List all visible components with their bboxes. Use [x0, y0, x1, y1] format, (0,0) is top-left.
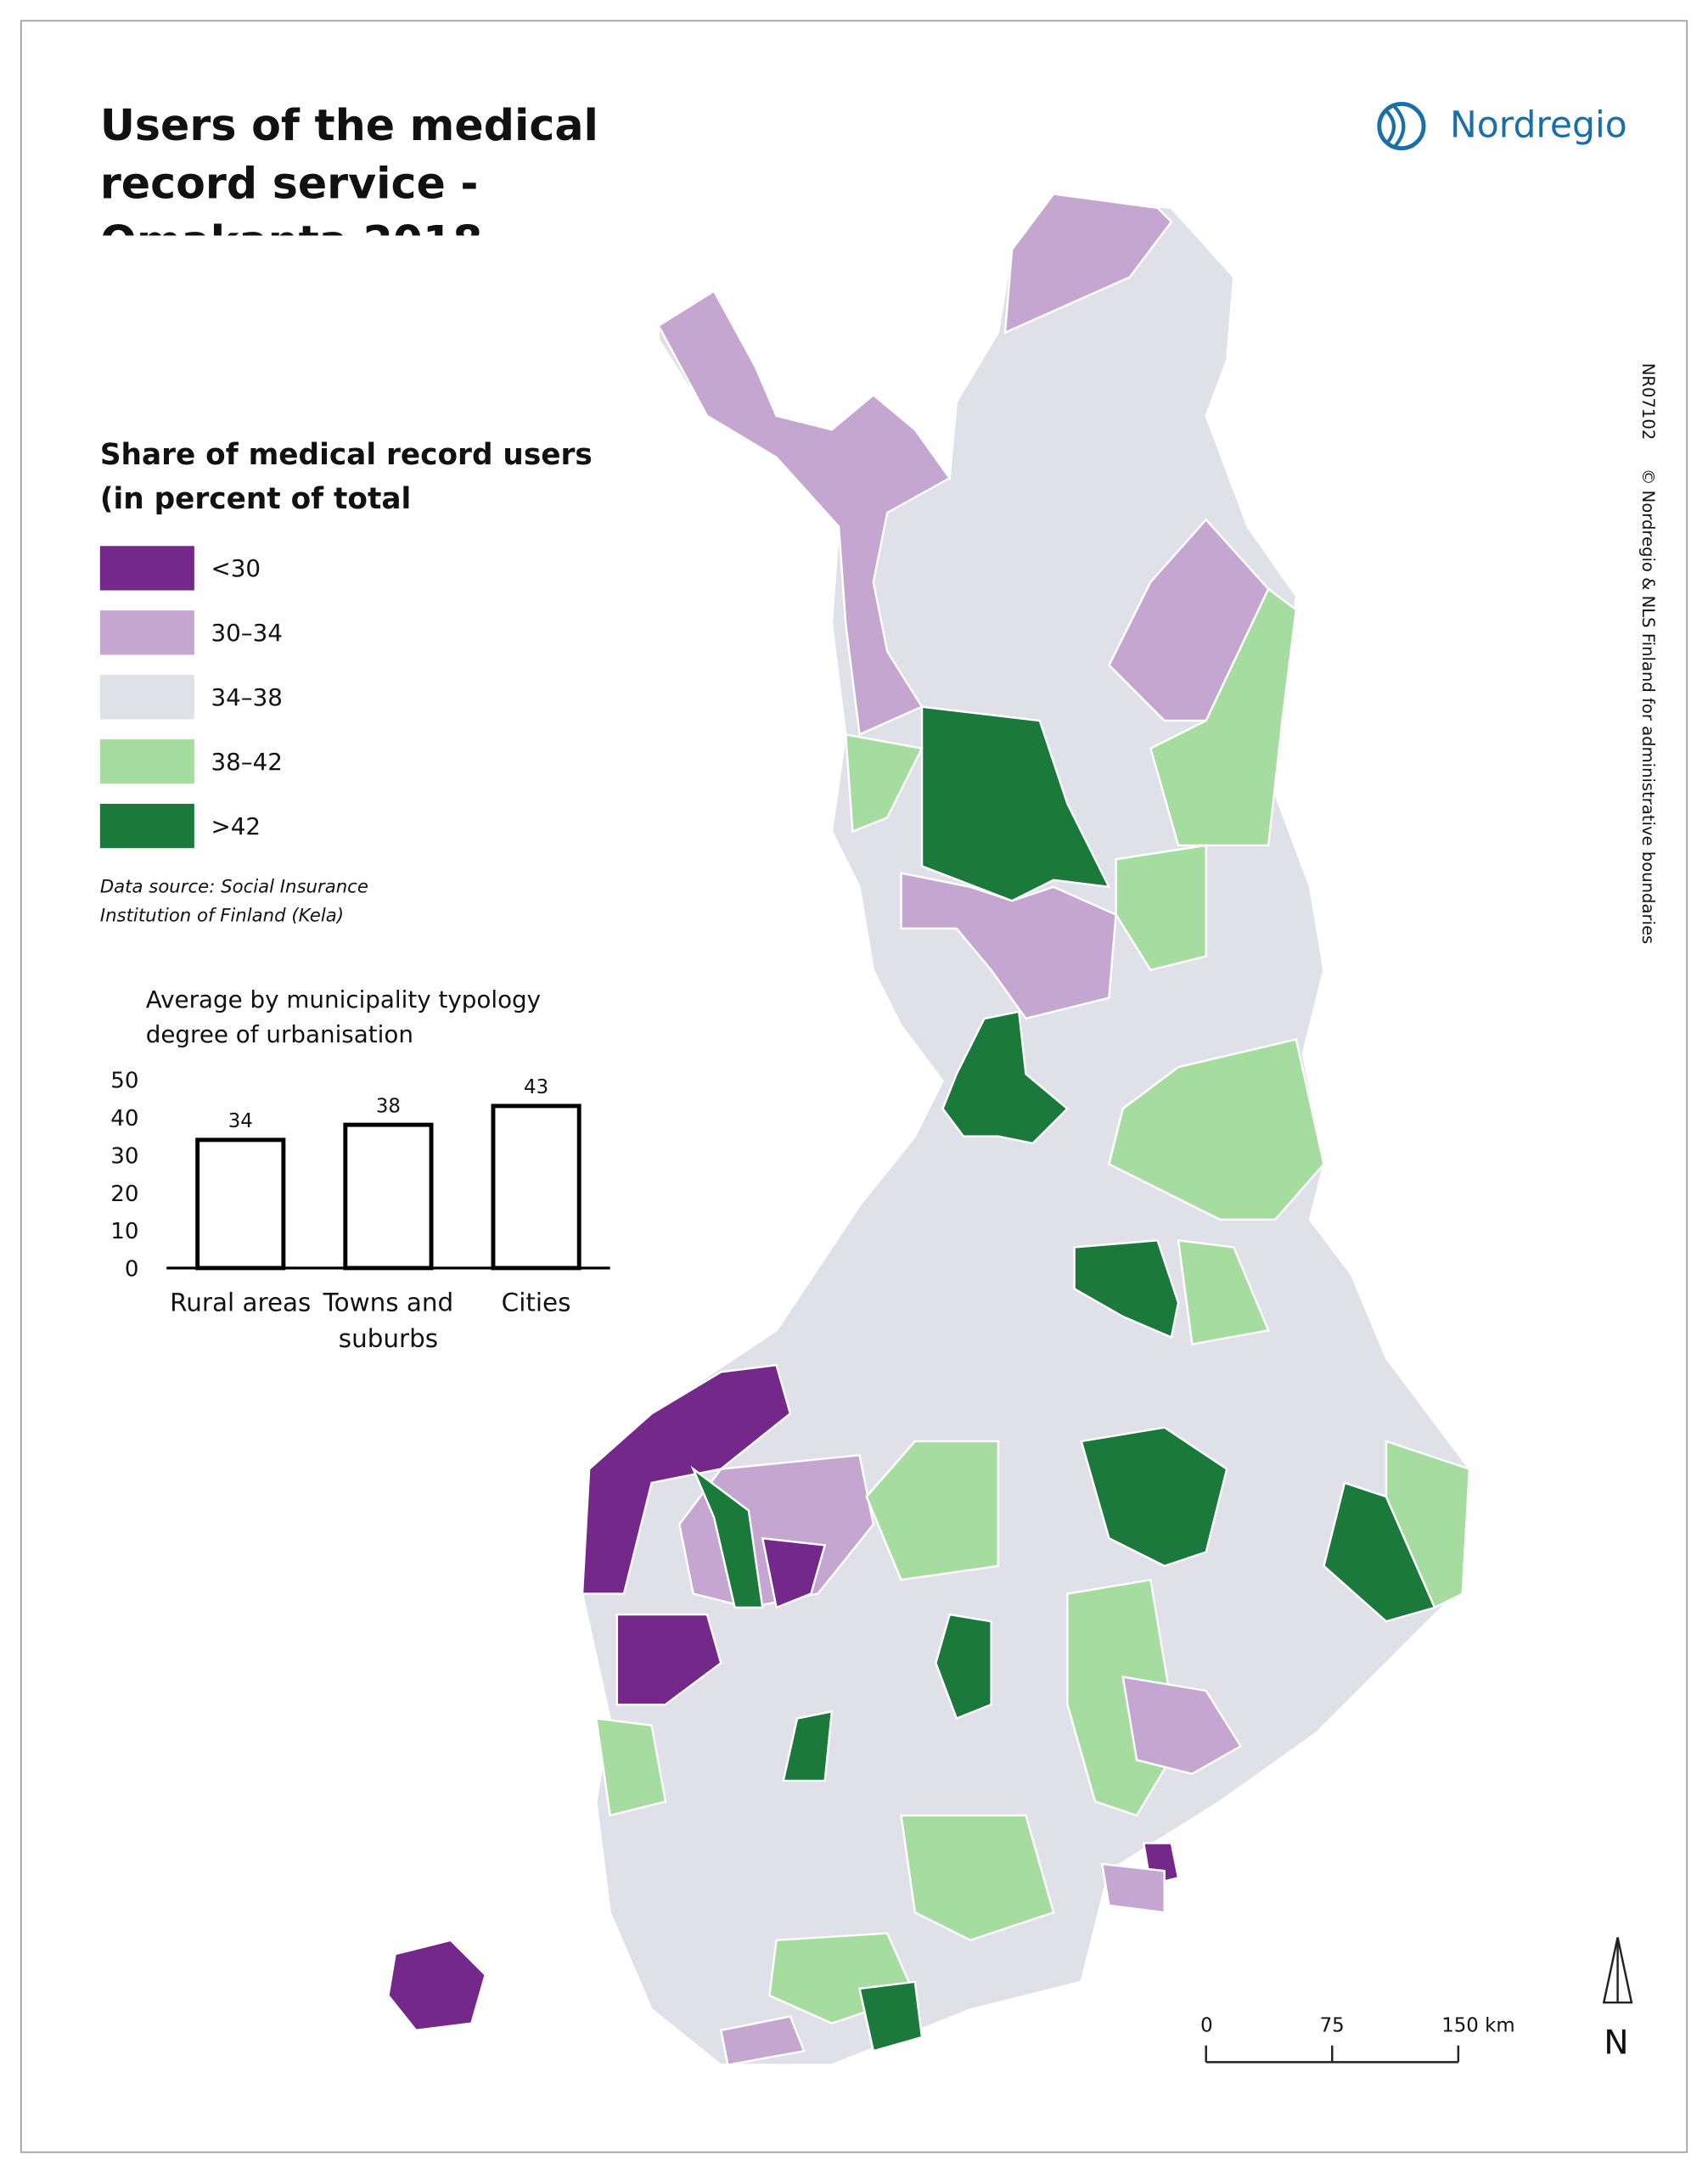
region-30-34: [1121, 1676, 1243, 1776]
title-box: Users of the medical record service - Om…: [99, 101, 598, 235]
legend-label: >42: [211, 812, 261, 840]
value-label: 34: [228, 1110, 253, 1132]
x-tick-label: Rural areas: [170, 1289, 312, 1318]
scale-label: 0: [1200, 2014, 1213, 2036]
legend-label: <30: [211, 554, 261, 582]
region-38-42: [594, 1717, 667, 1817]
chart-title-box: Average by municipality typology degree …: [145, 986, 542, 1049]
legend-label: 34–38: [211, 683, 282, 711]
region-over-42: [782, 1710, 834, 1783]
legend-swatch: [99, 803, 194, 849]
region-38-42: [865, 1440, 1000, 1581]
data-source: Data source: Social Insurance Institutio…: [99, 877, 368, 928]
legend-label: 30–34: [211, 619, 282, 647]
legend-swatch: [99, 546, 194, 591]
region-38-42: [1107, 1038, 1325, 1221]
region-over-42: [941, 1010, 1070, 1145]
y-tick-label: 30: [110, 1143, 138, 1169]
bar: [195, 1137, 286, 1271]
value-label: 38: [376, 1095, 401, 1117]
legend-swatch: [99, 675, 194, 720]
scale-label: 150 km: [1441, 2014, 1514, 2036]
region-38-42: [1115, 844, 1207, 972]
region-over-42: [1323, 1481, 1436, 1623]
y-tick-label: 50: [110, 1069, 138, 1094]
map-id: NR07102: [1638, 363, 1658, 441]
copyright: © Nordregio & NLS Finland for administra…: [1638, 469, 1658, 944]
y-tick-label: 40: [110, 1106, 138, 1131]
finland-map: [387, 193, 1471, 2067]
region-38-42: [900, 1814, 1055, 1942]
legend-title-box: Share of medical record users (in percen…: [99, 437, 593, 530]
region-38-42: [1177, 1238, 1270, 1346]
scale-bar: [1205, 2045, 1460, 2064]
region-under-30: [387, 1939, 487, 2032]
region-30-34: [1003, 193, 1173, 334]
y-tick-label: 20: [110, 1182, 138, 1207]
region-38-42: [1385, 1440, 1471, 1609]
region-over-42: [1080, 1426, 1228, 1568]
legend-swatch: [99, 739, 194, 784]
value-label: 43: [524, 1076, 548, 1098]
legend-title: Share of medical record users (in percen…: [99, 437, 593, 530]
legend-label: 38–42: [211, 748, 282, 776]
x-tick-label: Cities: [501, 1289, 571, 1318]
region-over-42: [935, 1613, 992, 1721]
region-under-30: [761, 1536, 827, 1609]
bar: [491, 1103, 582, 1271]
frame: [20, 20, 1688, 2153]
inset-chart: 0 10 20 30 40 50 34 Rural areas 38 Towns and subu…: [110, 1069, 610, 1355]
x-tick-label-box: Cities: [501, 1289, 571, 1318]
region-over-42: [858, 1980, 924, 2052]
region-over-42: [1073, 1238, 1180, 1339]
x-tick-label-box: Rural areas: [170, 1289, 312, 1318]
title: Users of the medical record service - Om…: [99, 101, 598, 235]
logo-icon: [1385, 105, 1406, 149]
north-label: N: [1604, 2024, 1628, 2063]
x-tick-label: Towns and suburbs: [323, 1289, 454, 1355]
region-over-42: [690, 1465, 764, 1609]
region-30-34: [900, 872, 1117, 1020]
region-30-34: [719, 2015, 806, 2067]
region-30-34: [1100, 1862, 1166, 1914]
region-under-30: [615, 1613, 722, 1706]
logo: Nordregio: [1377, 102, 1627, 151]
logo-text: Nordregio: [1450, 105, 1627, 147]
logo-icon: [1377, 102, 1426, 151]
region-over-42: [920, 705, 1111, 902]
x-tick-label-box: Towns and suburbs: [323, 1289, 454, 1355]
legend: <30 30–34 34–38 38–42 >42: [99, 546, 283, 849]
region-30-34: [657, 289, 952, 737]
y-tick-label: 0: [125, 1257, 139, 1283]
region-38-42: [844, 733, 924, 834]
region-38-42: [1149, 587, 1298, 847]
y-tick-label: 10: [110, 1219, 138, 1244]
scale-label: 75: [1320, 2014, 1345, 2036]
region-under-30: [581, 1363, 792, 1595]
source-box: Data source: Social Insurance Institutio…: [99, 877, 368, 928]
bar: [343, 1122, 434, 1271]
legend-swatch: [99, 610, 194, 655]
chart-title: Average by municipality typology degree …: [145, 986, 542, 1049]
